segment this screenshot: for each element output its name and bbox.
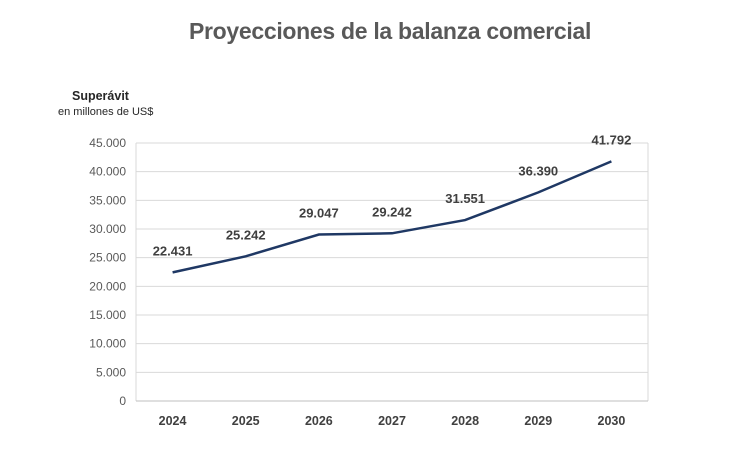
series-line	[172, 160, 612, 274]
x-tick-label: 2029	[524, 414, 552, 428]
y-tick-labels: 0 5.000 10.000 15.000 20.000 25.000 30.000 35.0…	[89, 136, 126, 408]
y-tick-label: 15.000	[89, 308, 126, 322]
x-tick-label: 2028	[451, 414, 479, 428]
y-tick-label: 20.000	[89, 279, 126, 293]
data-label: 31.551	[445, 191, 485, 206]
y-tick-label: 35.000	[89, 193, 126, 207]
chart-title: Proyecciones de la balanza comercial	[188, 18, 592, 44]
y-tick-label: 30.000	[89, 222, 126, 236]
data-label: 25.242	[226, 227, 266, 242]
y-axis-label: Superávit	[72, 89, 129, 103]
data-labels: 22.431 25.242 29.047 29.242 31.551 36.390 41.7…	[153, 132, 632, 258]
data-label: 41.792	[592, 132, 632, 147]
x-tick-label: 2030	[598, 414, 626, 428]
y-tick-label: 0	[119, 394, 126, 408]
grid-lines	[135, 142, 649, 402]
data-label: 29.047	[299, 205, 339, 220]
x-tick-label: 2024	[159, 414, 187, 428]
y-tick-label: 5.000	[96, 365, 126, 379]
y-tick-label: 25.000	[89, 251, 126, 265]
x-tick-label: 2026	[305, 414, 333, 428]
x-tick-label: 2025	[232, 414, 260, 428]
data-label: 29.242	[372, 204, 412, 219]
y-tick-label: 10.000	[89, 337, 126, 351]
y-tick-label: 40.000	[89, 165, 126, 179]
data-label: 22.431	[153, 243, 193, 258]
x-tick-labels: 2024 2025 2026 2027 2028 2029 2030	[159, 414, 626, 428]
y-axis-unit-label: en millones de US$	[58, 106, 154, 118]
y-tick-label: 45.000	[89, 136, 126, 150]
data-label: 36.390	[518, 163, 558, 178]
x-tick-label: 2027	[378, 414, 406, 428]
